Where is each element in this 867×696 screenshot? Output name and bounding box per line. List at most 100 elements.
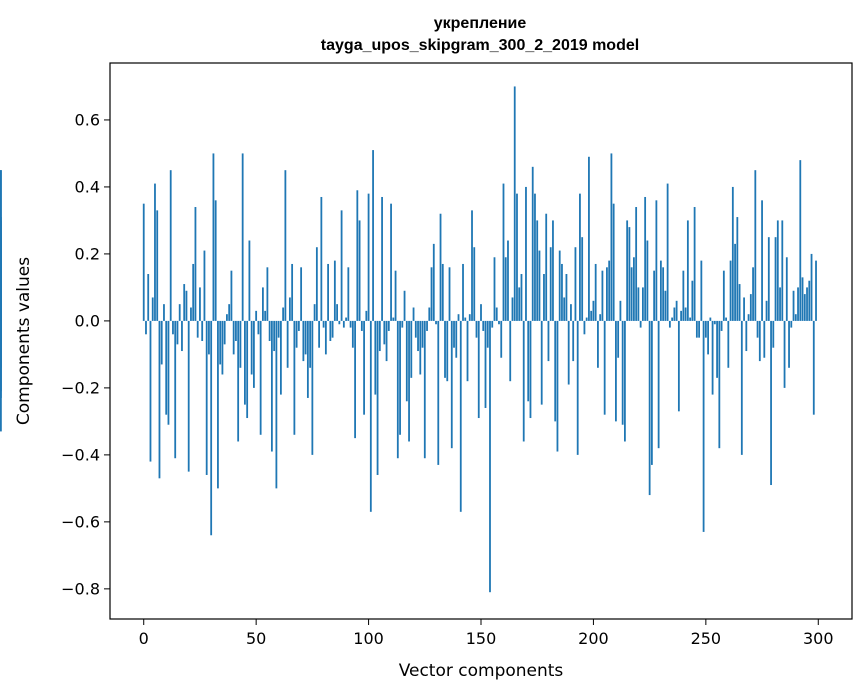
x-tick-label: 300 — [803, 629, 834, 648]
bar-293 — [801, 277, 804, 321]
bar-62 — [282, 307, 285, 321]
bar-116 — [403, 290, 406, 321]
bar-15 — [176, 320, 179, 345]
bar-262 — [731, 186, 734, 321]
bar-71 — [302, 320, 305, 362]
bar-59 — [275, 320, 278, 489]
bar-260 — [727, 320, 730, 368]
bar-230 — [659, 260, 662, 321]
bar-130 — [435, 320, 437, 325]
bar-12 — [169, 170, 172, 321]
bar-124 — [421, 320, 424, 348]
bar-186 — [561, 263, 563, 321]
bar-135 — [446, 320, 449, 382]
bar-45 — [244, 320, 246, 405]
bar-24 — [196, 320, 199, 338]
bar-211 — [617, 320, 620, 358]
bar-245 — [693, 207, 696, 321]
bar-34 — [219, 320, 222, 365]
bar-132 — [439, 213, 442, 321]
bar-75 — [311, 320, 314, 455]
bar-162 — [507, 240, 509, 321]
bar-167 — [518, 287, 521, 321]
bar-177 — [540, 320, 543, 405]
bar-175 — [536, 220, 539, 321]
bar-106 — [381, 196, 383, 321]
bar-undefined — [0, 320, 2, 341]
bar-206 — [606, 267, 608, 321]
bar-67 — [293, 320, 296, 435]
bar-203 — [599, 314, 602, 321]
bar-299 — [815, 260, 817, 321]
bar-244 — [691, 280, 694, 321]
bar-27 — [203, 250, 206, 321]
bar-263 — [734, 243, 736, 321]
bar-173 — [531, 166, 534, 321]
bar-246 — [695, 320, 698, 338]
bar-121 — [414, 320, 417, 338]
bar-95 — [356, 190, 359, 321]
bar-233 — [666, 183, 669, 321]
bar-267 — [743, 297, 745, 321]
bar-117 — [405, 320, 408, 402]
bar-9 — [163, 304, 165, 321]
bar-158 — [498, 320, 500, 325]
bar-297 — [810, 253, 813, 321]
bar-4 — [151, 297, 154, 321]
bar-38 — [228, 304, 231, 321]
bar-261 — [729, 260, 732, 321]
bar-196 — [583, 320, 586, 335]
bar-80 — [322, 320, 325, 328]
bar-235 — [671, 317, 674, 321]
y-tick-label: 0.4 — [75, 177, 100, 196]
bar-227 — [653, 270, 656, 321]
bar-269 — [747, 314, 750, 321]
bar-undefined — [0, 267, 2, 321]
bar-3 — [149, 320, 152, 462]
bar-54 — [264, 310, 267, 321]
bar-202 — [597, 320, 599, 368]
bar-151 — [482, 320, 485, 331]
bar-250 — [704, 320, 707, 338]
x-axis-ticks: 0 50 100 150 200 250 300 — [139, 619, 834, 648]
bar-205 — [603, 320, 606, 415]
bar-185 — [558, 250, 561, 321]
bar-82 — [327, 263, 329, 321]
bar-56 — [268, 320, 271, 341]
bar-273 — [756, 320, 759, 338]
bar-142 — [462, 263, 464, 321]
bar-153 — [486, 320, 489, 348]
bar-74 — [309, 320, 312, 368]
bar-122 — [417, 320, 419, 352]
bar-88 — [340, 210, 343, 321]
bar-171 — [527, 320, 530, 402]
bar-239 — [680, 310, 683, 321]
bar-165 — [513, 86, 516, 321]
bar-131 — [437, 320, 440, 465]
bar-50 — [255, 310, 258, 321]
bar-53 — [262, 287, 264, 321]
bar-98 — [363, 320, 365, 415]
bar-221 — [639, 320, 642, 328]
bar-178 — [543, 274, 545, 321]
bar-119 — [410, 320, 413, 378]
bar-0 — [142, 203, 145, 321]
bar-30 — [210, 320, 213, 536]
bar-129 — [432, 243, 435, 321]
bar-55 — [266, 267, 269, 321]
bar-242 — [686, 220, 689, 321]
y-axis-label: Components values — [14, 257, 34, 425]
bar-23 — [194, 207, 197, 321]
bar-226 — [650, 320, 653, 465]
chart-title: укрепление — [434, 15, 527, 32]
bar-undefined — [0, 170, 2, 321]
bar-28 — [205, 320, 208, 475]
bar-274 — [758, 320, 761, 362]
bar-149 — [477, 320, 480, 419]
bar-154 — [489, 320, 491, 593]
bar-218 — [633, 257, 635, 321]
y-tick-label: −0.2 — [61, 378, 100, 397]
bar-194 — [579, 193, 581, 321]
